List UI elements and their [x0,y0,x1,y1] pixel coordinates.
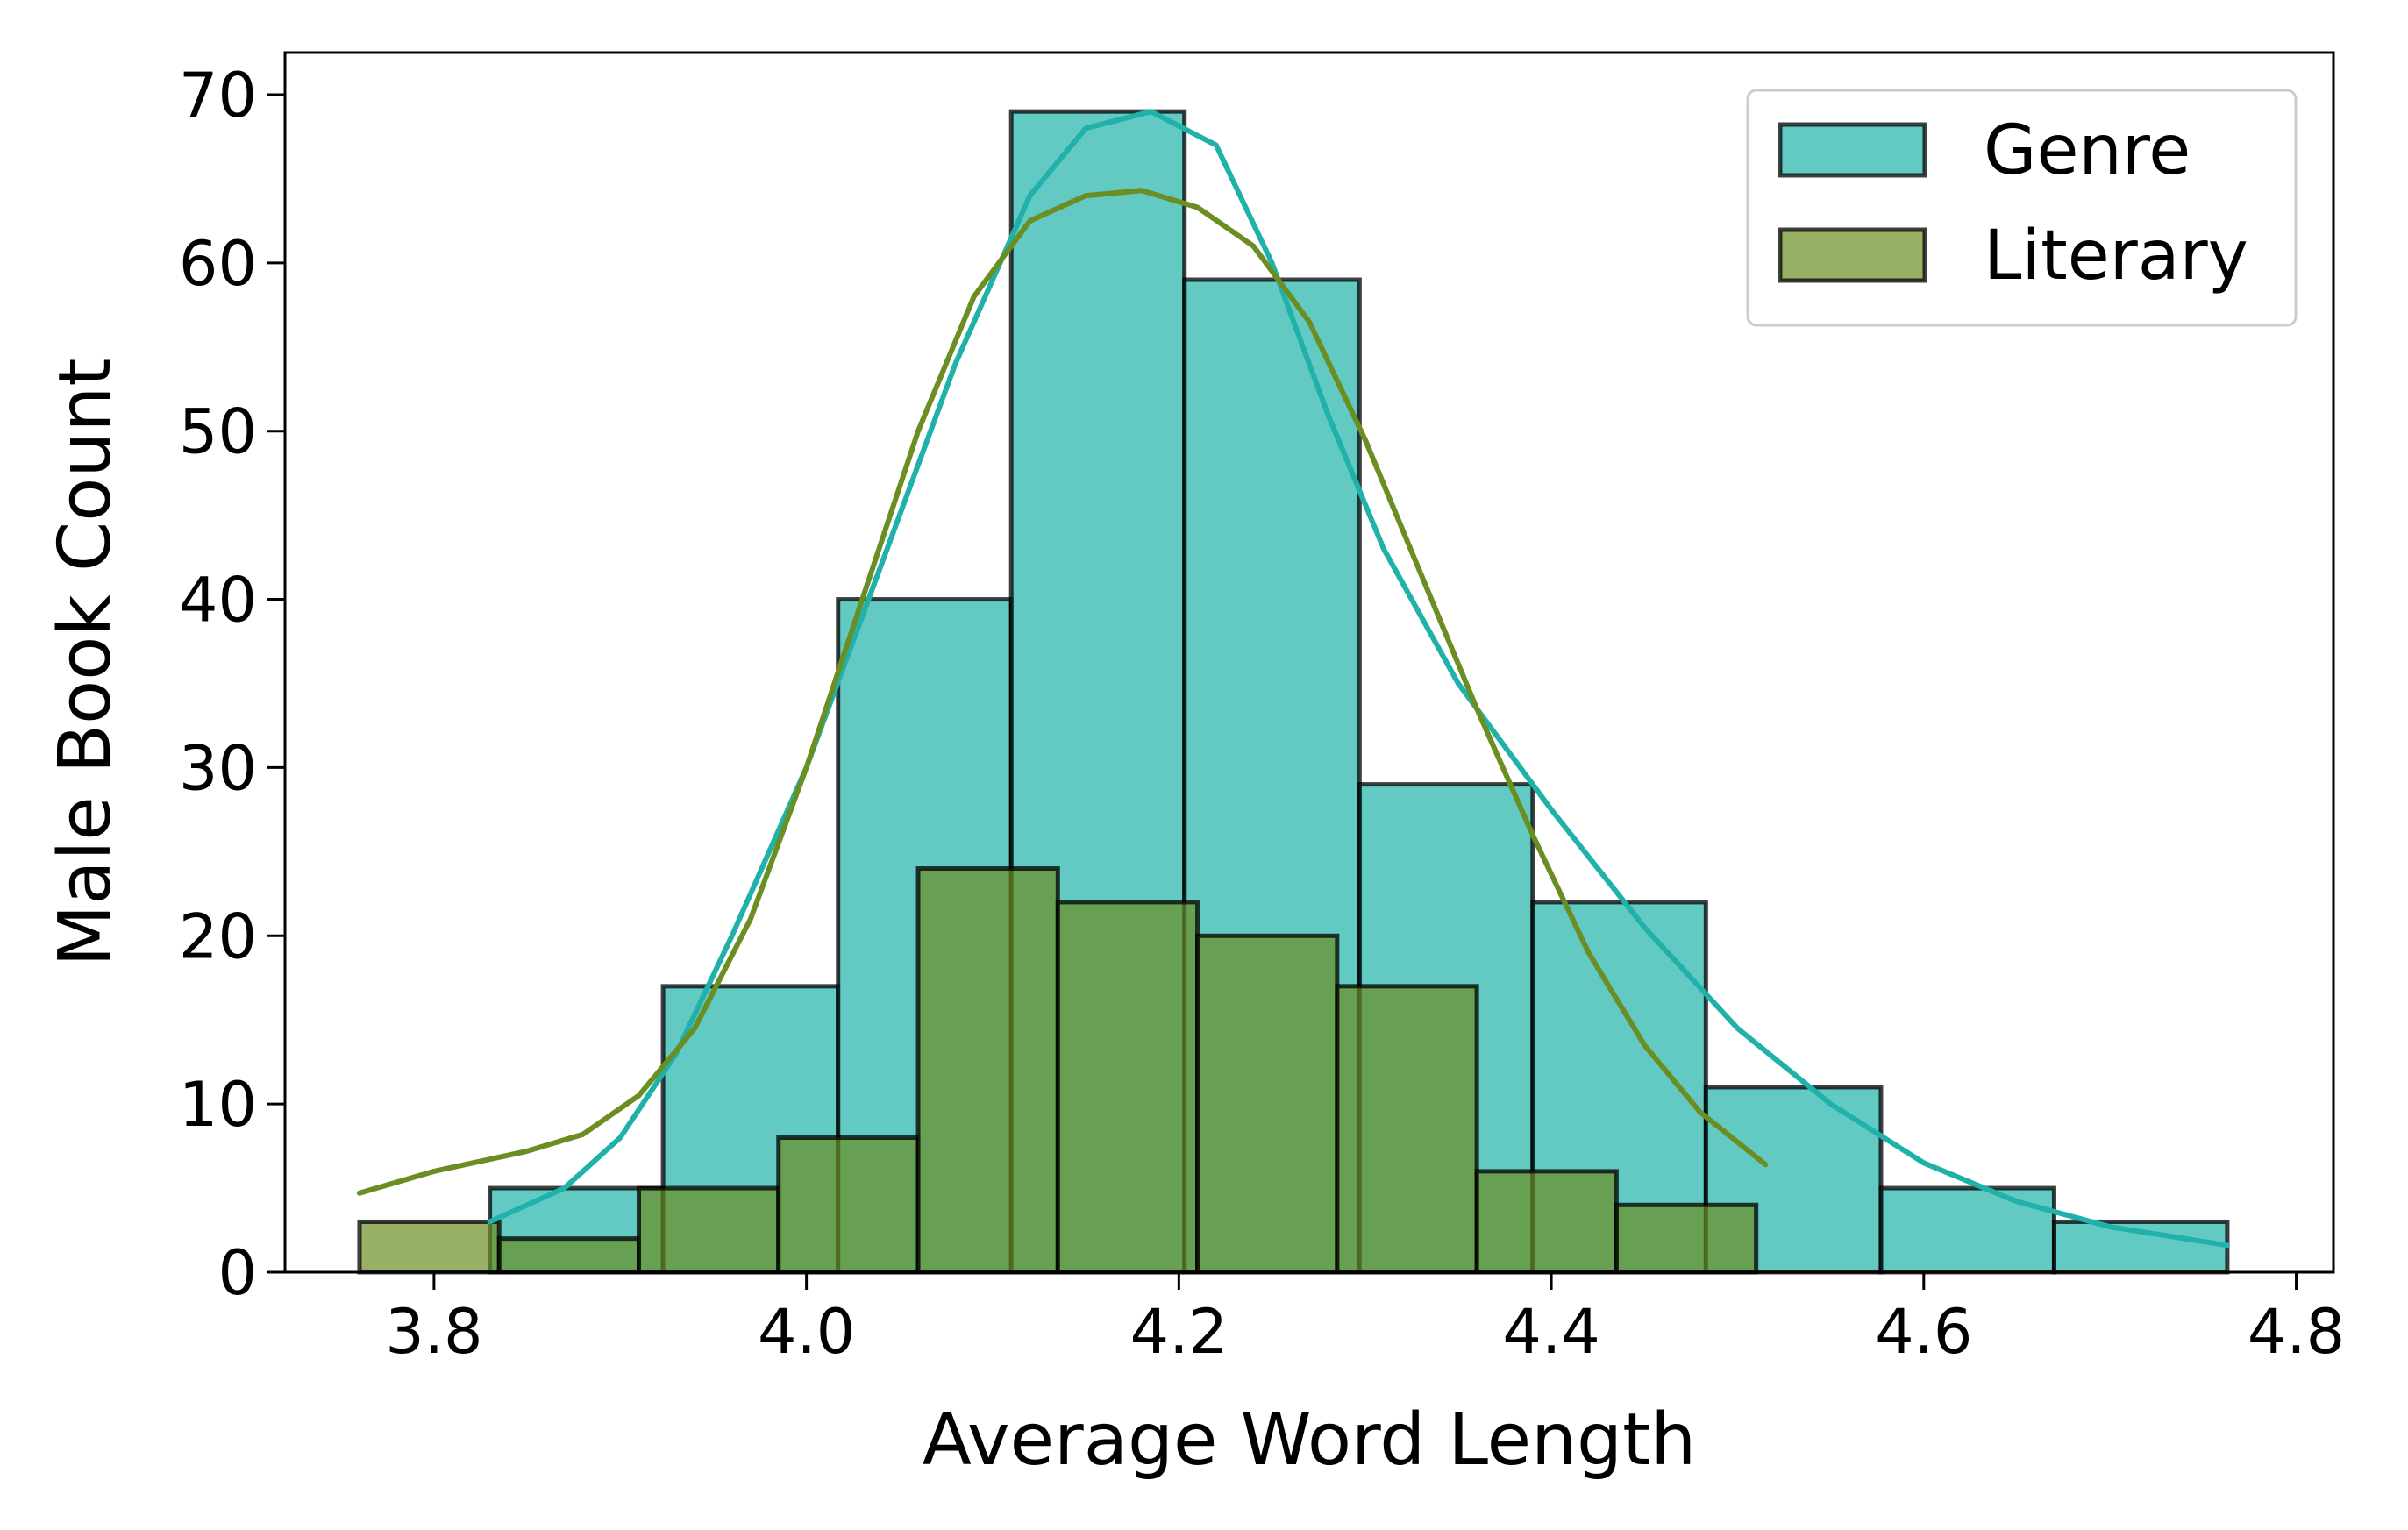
legend-swatch-genre [1778,122,1927,178]
literary-bars [357,866,1759,1275]
legend-swatch-literary [1778,227,1927,283]
x-tick-label: 4.8 [2248,1296,2345,1368]
literary-bar-1 [496,1236,641,1275]
y-tick-label: 20 [179,900,257,972]
x-tick-label: 4.6 [1875,1296,1972,1368]
y-tick-label: 70 [179,60,257,132]
x-axis-title: Average Word Length [923,1398,1696,1482]
x-tick-label: 3.8 [385,1296,482,1368]
y-tick-label: 60 [179,228,257,300]
y-tick-label: 30 [179,732,257,804]
plot-frame [283,51,2335,1274]
kde-lines [356,109,2230,1249]
y-tick-label: 50 [179,396,257,468]
literary-bar-9 [1614,1202,1759,1275]
genre-bar-8 [1878,1185,2056,1275]
x-axis-ticks: 3.8 4.0 4.2 4.4 4.6 4.8 [385,1272,2345,1368]
y-tick-label: 0 [217,1237,257,1309]
genre-kde-line [487,109,2230,1249]
literary-bar-7 [1335,984,1479,1275]
x-tick-label: 4.2 [1130,1296,1228,1368]
x-tick-label: 4.4 [1502,1296,1599,1368]
literary-bar-4 [915,866,1060,1275]
literary-bar-8 [1474,1169,1619,1275]
literary-bar-6 [1195,933,1340,1275]
legend-label-genre: Genre [1984,111,2191,190]
y-tick-label: 40 [179,565,257,637]
literary-bar-5 [1055,900,1200,1275]
literary-bar-3 [776,1135,921,1275]
x-tick-label: 4.0 [758,1296,855,1368]
literary-bar-0 [357,1219,502,1275]
literary-kde-line [356,188,1769,1196]
y-axis-title: Male Book Count [44,359,127,967]
y-tick-label: 10 [179,1069,257,1141]
literary-bar-2 [636,1185,781,1275]
legend-label-literary: Literary [1984,217,2248,295]
legend: Genre Literary [1746,89,2298,327]
y-axis-ticks: 0 10 20 30 40 50 60 70 [179,60,285,1309]
